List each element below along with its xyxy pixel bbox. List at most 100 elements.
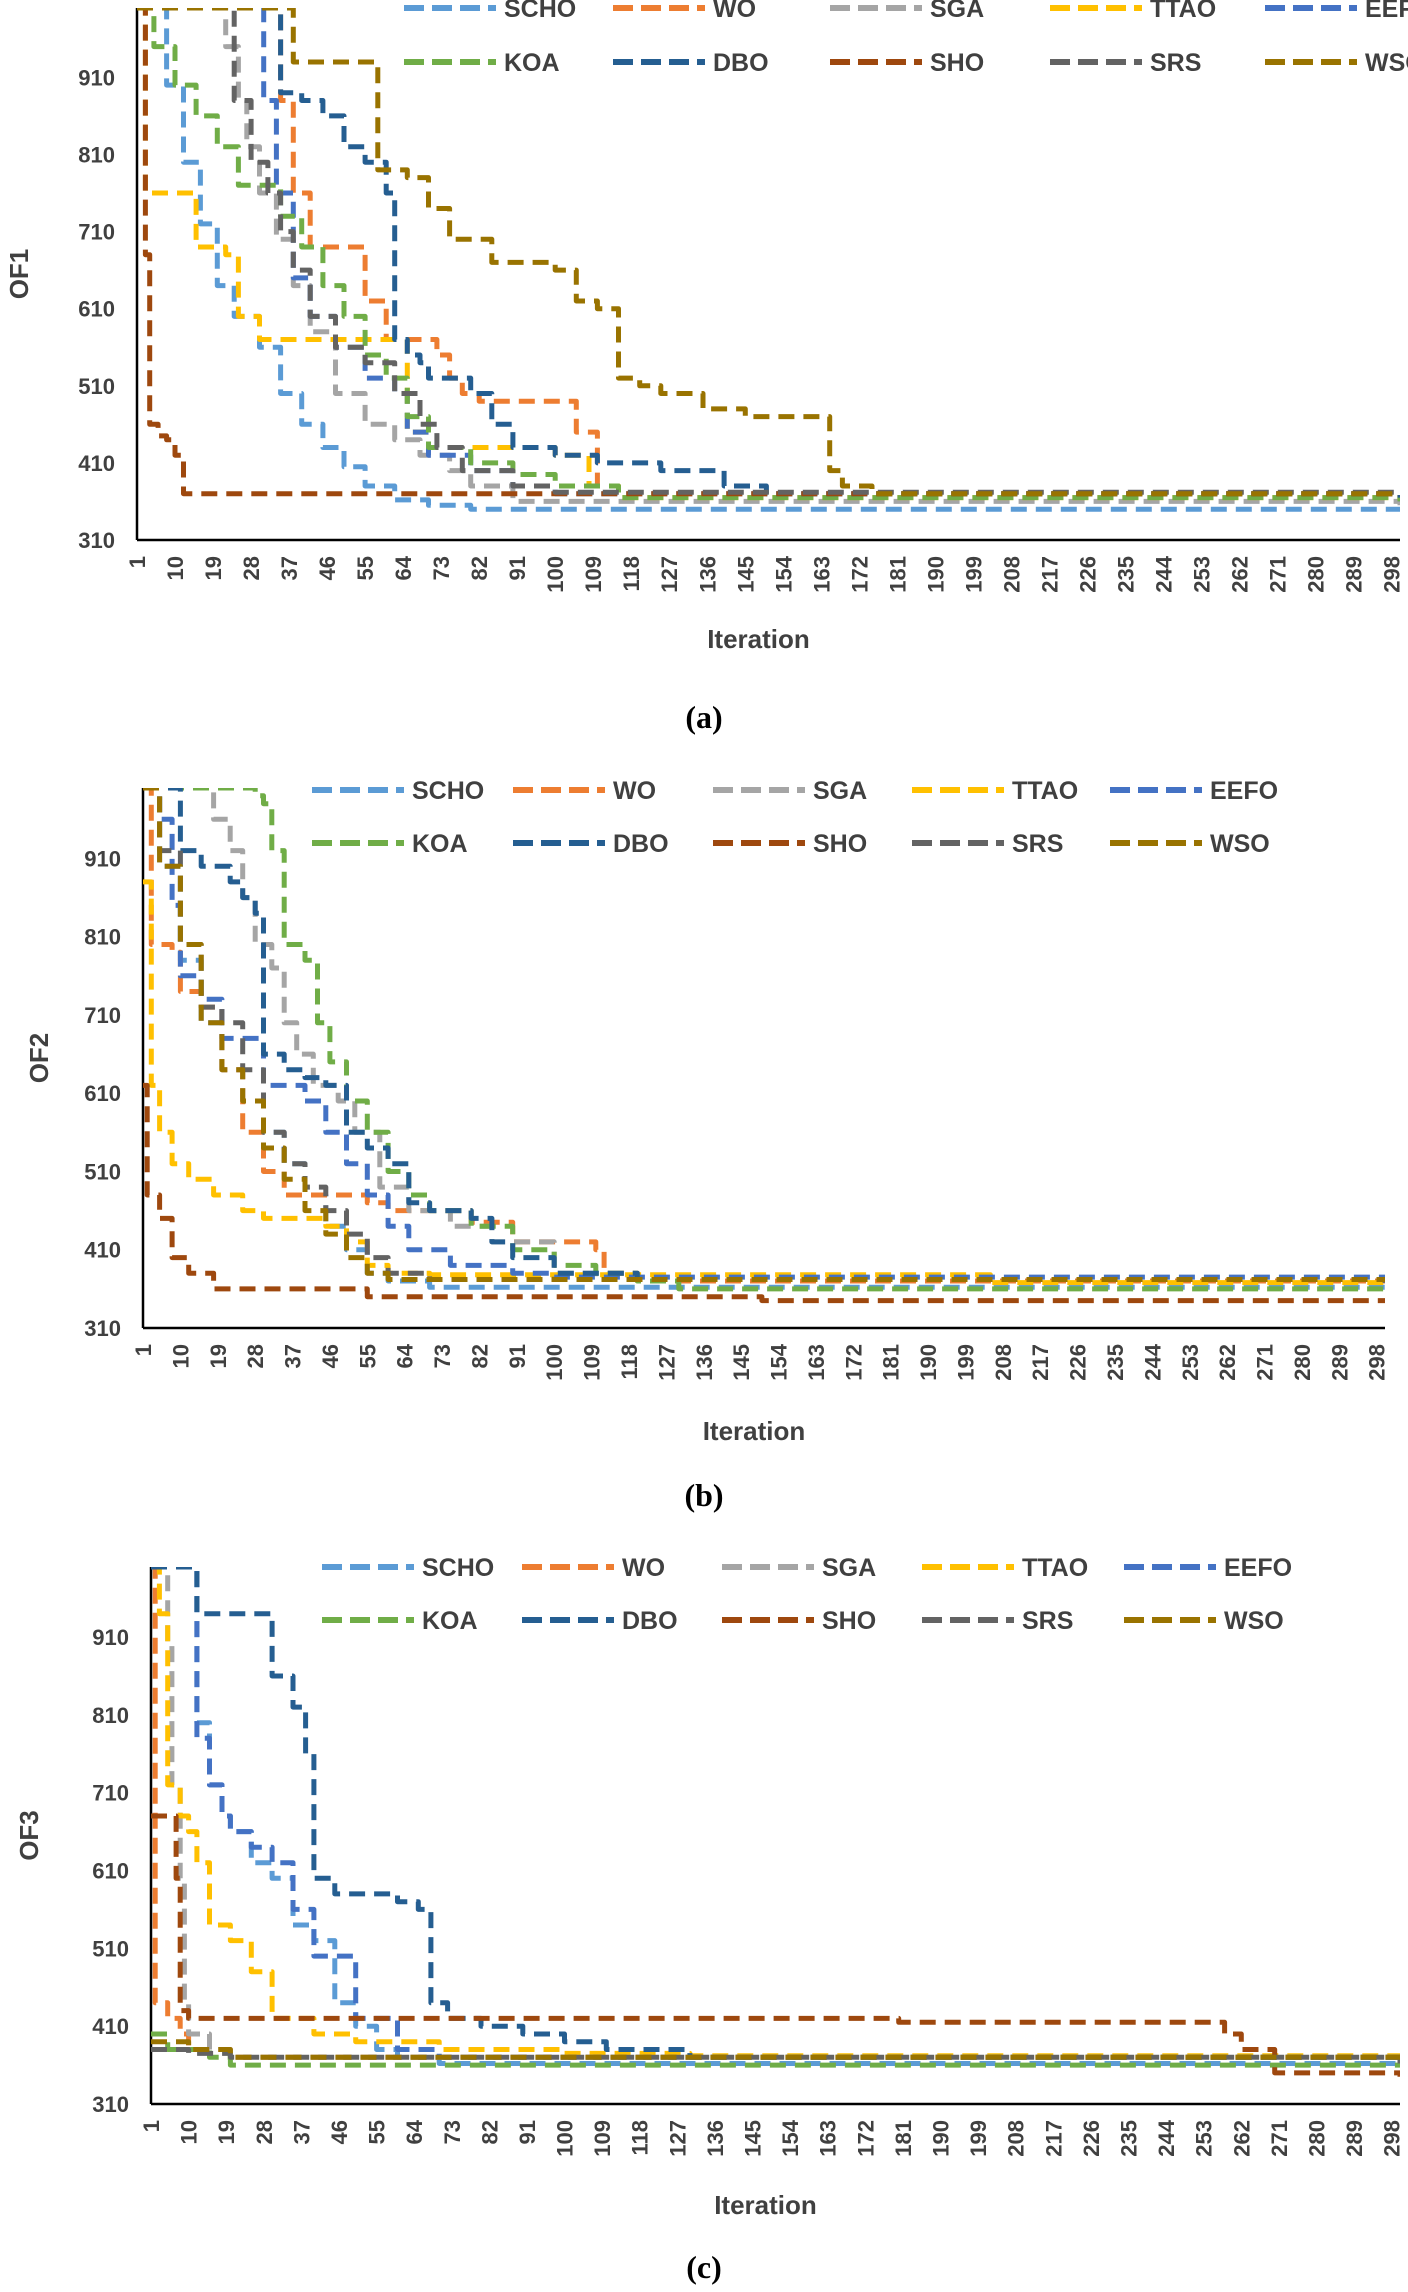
panel-caption: (b) xyxy=(684,1477,723,1513)
series-line-ttao xyxy=(151,1567,1400,2059)
x-tick-label: 19 xyxy=(201,556,226,580)
y-tick-label: 710 xyxy=(78,220,115,245)
y-axis-title: OF1 xyxy=(4,249,34,300)
legend-label-wo: WO xyxy=(713,0,756,23)
x-tick-label: 109 xyxy=(590,2120,615,2157)
series-line-wso xyxy=(143,788,1385,1282)
y-tick-label: 510 xyxy=(84,1159,121,1184)
legend-label-eefo: EEFO xyxy=(1224,1554,1292,1582)
x-tick-label: 145 xyxy=(733,556,758,593)
legend-label-koa: KOA xyxy=(422,1607,478,1635)
x-tick-label: 181 xyxy=(879,1344,904,1381)
x-tick-label: 199 xyxy=(966,2120,991,2157)
x-tick-label: 163 xyxy=(816,2120,841,2157)
y-tick-label: 810 xyxy=(78,142,115,167)
x-tick-label: 64 xyxy=(402,2119,427,2144)
y-tick-label: 710 xyxy=(84,1003,121,1028)
x-tick-label: 172 xyxy=(847,556,872,593)
chart-panel-a: 310 410 510 610 710 810 910 1 10 19 28 37 46 55 64 73 82… xyxy=(4,0,1408,735)
x-tick-label: 64 xyxy=(391,555,416,580)
x-tick-label: 73 xyxy=(430,1344,455,1368)
x-tick-label: 253 xyxy=(1192,2120,1217,2157)
x-tick-label: 145 xyxy=(741,2120,766,2157)
series-line-wo xyxy=(143,788,1385,1284)
x-tick-label: 244 xyxy=(1151,555,1176,592)
x-tick-label: 82 xyxy=(467,1344,492,1368)
x-tick-label: 19 xyxy=(214,2120,239,2144)
x-tick-label: 181 xyxy=(891,2120,916,2157)
series-line-koa xyxy=(151,2031,1400,2068)
legend-label-eefo: EEFO xyxy=(1365,0,1408,23)
x-tick-label: 181 xyxy=(885,556,910,593)
x-tick-label: 109 xyxy=(581,556,606,593)
x-tick-label: 10 xyxy=(168,1344,193,1368)
x-axis-title: Iteration xyxy=(714,2190,817,2220)
legend-label-dbo: DBO xyxy=(713,49,769,77)
x-tick-label: 154 xyxy=(778,2119,803,2156)
legend-label-sga: SGA xyxy=(813,777,867,805)
x-tick-label: 226 xyxy=(1066,1344,1091,1381)
x-tick-label: 91 xyxy=(505,556,530,580)
series-group xyxy=(143,788,1385,1304)
x-tick-label: 46 xyxy=(327,2120,352,2144)
x-tick-label: 136 xyxy=(695,556,720,593)
x-tick-label: 208 xyxy=(1004,2120,1029,2157)
x-tick-label: 208 xyxy=(999,556,1024,593)
series-line-wo xyxy=(137,8,1400,497)
x-tick-label: 235 xyxy=(1103,1344,1128,1381)
x-tick-label: 262 xyxy=(1215,1344,1240,1381)
legend-label-sga: SGA xyxy=(822,1554,876,1582)
x-tick-label: 271 xyxy=(1253,1344,1278,1381)
x-tick-label: 298 xyxy=(1365,1344,1390,1381)
legend-label-wso: WSO xyxy=(1210,830,1270,858)
x-tick-label: 73 xyxy=(440,2120,465,2144)
x-tick-label: 262 xyxy=(1227,556,1252,593)
legend-label-ttao: TTAO xyxy=(1012,777,1078,805)
x-tick-label: 28 xyxy=(239,556,264,580)
legend-label-wso: WSO xyxy=(1365,49,1408,77)
x-tick-label: 100 xyxy=(553,2120,578,2157)
x-tick-label: 199 xyxy=(953,1344,978,1381)
x-tick-label: 28 xyxy=(243,1344,268,1368)
x-tick-label: 10 xyxy=(177,2120,202,2144)
legend-label-eefo: EEFO xyxy=(1210,777,1278,805)
x-tick-label: 226 xyxy=(1075,556,1100,593)
x-tick-label: 55 xyxy=(355,1344,380,1368)
series-line-eefo xyxy=(151,1567,1400,2062)
x-tick-label: 145 xyxy=(729,1344,754,1381)
x-tick-label: 208 xyxy=(991,1344,1016,1381)
x-tick-label: 235 xyxy=(1116,2120,1141,2157)
legend-label-sho: SHO xyxy=(813,830,867,858)
x-tick-label: 136 xyxy=(692,1344,717,1381)
x-tick-label: 298 xyxy=(1380,2120,1405,2157)
x-tick-label: 280 xyxy=(1290,1344,1315,1381)
y-tick-label: 310 xyxy=(92,2092,129,2117)
series-line-sho xyxy=(137,8,1400,497)
x-tick-label: 37 xyxy=(289,2120,314,2144)
legend-label-srs: SRS xyxy=(1012,830,1063,858)
legend-label-wso: WSO xyxy=(1224,1607,1284,1635)
x-tick-label: 82 xyxy=(467,556,492,580)
x-tick-label: 289 xyxy=(1342,556,1367,593)
legend-label-koa: KOA xyxy=(504,49,560,77)
x-tick-label: 271 xyxy=(1266,556,1291,593)
x-axis-title: Iteration xyxy=(703,1416,806,1446)
x-tick-label: 154 xyxy=(771,555,796,592)
series-line-scho xyxy=(137,8,1400,512)
legend-label-ttao: TTAO xyxy=(1150,0,1216,23)
x-tick-label: 82 xyxy=(477,2120,502,2144)
legend-label-dbo: DBO xyxy=(622,1607,678,1635)
y-tick-label: 410 xyxy=(92,2014,129,2039)
series-line-dbo xyxy=(137,8,1400,498)
x-tick-label: 244 xyxy=(1154,2119,1179,2156)
series-line-srs xyxy=(151,2047,1400,2064)
x-tick-label: 289 xyxy=(1327,1344,1352,1381)
y-tick-label: 910 xyxy=(84,846,121,871)
x-tick-label: 172 xyxy=(841,1344,866,1381)
x-tick-label: 190 xyxy=(916,1344,941,1381)
y-tick-label: 610 xyxy=(92,1859,129,1884)
series-line-dbo xyxy=(151,1567,1400,2062)
x-tick-label: 217 xyxy=(1041,2120,1066,2157)
series-line-sho xyxy=(151,1813,1400,2077)
x-tick-label: 46 xyxy=(315,556,340,580)
